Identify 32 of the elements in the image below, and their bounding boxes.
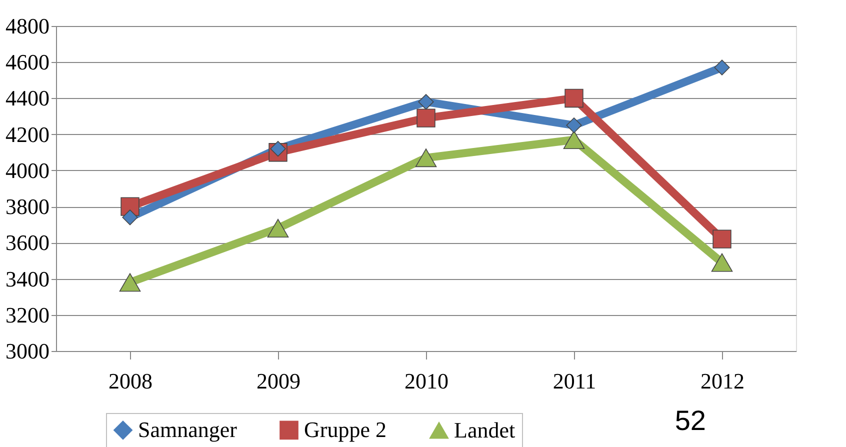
point bbox=[415, 148, 437, 168]
x-tick-label: 2011 bbox=[552, 368, 596, 394]
point bbox=[122, 210, 138, 226]
point bbox=[416, 108, 436, 128]
text: 52 bbox=[674, 405, 706, 436]
point bbox=[564, 88, 584, 108]
x-tick-label: 2009 bbox=[256, 368, 300, 394]
point bbox=[270, 140, 286, 157]
y-tick-label: 4600 bbox=[6, 50, 50, 75]
point bbox=[714, 60, 730, 76]
point bbox=[566, 117, 582, 134]
y-tick-label: 3600 bbox=[6, 230, 50, 256]
y-tick-label: 4200 bbox=[6, 122, 50, 147]
legend-label: Samnanger bbox=[138, 417, 238, 442]
y-tick-label: 4000 bbox=[6, 158, 50, 183]
legend-label: Landet bbox=[454, 418, 516, 442]
y-tick-label: 3000 bbox=[6, 338, 50, 364]
point bbox=[418, 94, 434, 110]
y-tick-label: 3400 bbox=[6, 266, 50, 292]
y-tick-label: 3800 bbox=[6, 194, 50, 220]
y-tick-label: 4800 bbox=[6, 14, 50, 38]
x-tick-label: 2010 bbox=[404, 368, 448, 394]
point bbox=[267, 218, 289, 238]
point bbox=[711, 253, 733, 272]
point bbox=[712, 230, 732, 248]
point bbox=[563, 130, 585, 150]
point bbox=[119, 273, 141, 292]
y-tick-label: 4400 bbox=[6, 86, 50, 111]
y-tick-label: 3200 bbox=[6, 302, 50, 328]
legend-label: Gruppe 2 bbox=[304, 417, 386, 442]
x-tick-label: 2012 bbox=[700, 368, 744, 394]
x-tick-label: 2008 bbox=[108, 368, 152, 394]
